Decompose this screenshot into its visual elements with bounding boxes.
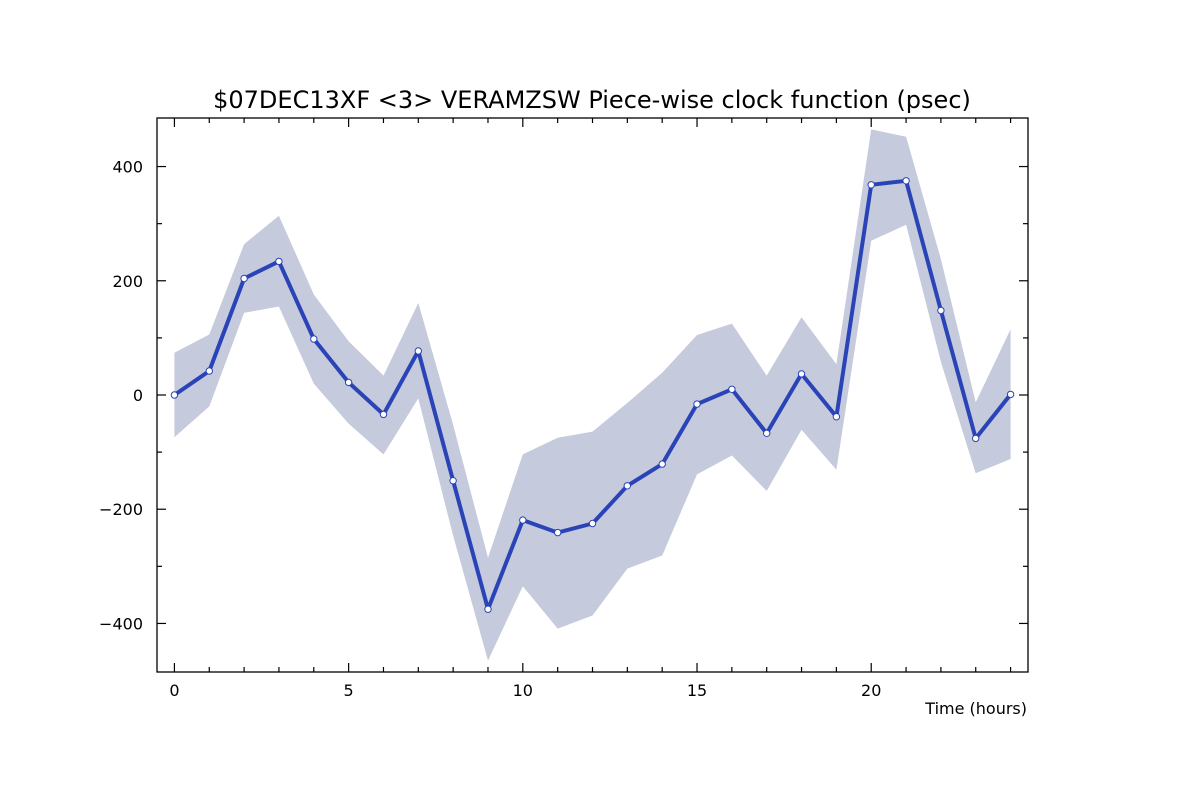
x-axis-label: Time (hours)	[924, 699, 1027, 718]
uncertainty-band	[174, 129, 1011, 661]
y-tick-label: −400	[99, 614, 143, 633]
data-point	[449, 477, 457, 485]
data-point	[728, 385, 736, 393]
uncertainty-band-layer	[174, 129, 1011, 661]
x-tick-label: 20	[861, 681, 881, 700]
data-point-layer	[170, 177, 1015, 613]
y-tick-label: 400	[112, 158, 143, 177]
y-tick-labels: −400 −200 0 200 400	[99, 158, 143, 634]
data-point	[623, 482, 631, 490]
data-point	[240, 274, 248, 283]
y-tick-label: −200	[99, 500, 143, 519]
data-point	[797, 370, 806, 378]
data-point	[972, 434, 980, 443]
data-point	[867, 181, 875, 189]
data-point	[205, 367, 214, 375]
data-point	[693, 400, 701, 408]
x-tick-labels: 0 5 10 15 20	[169, 681, 881, 700]
data-point	[414, 347, 422, 355]
x-tick-label: 15	[687, 681, 707, 700]
chart-title: $07DEC13XF <3> VERAMZSW Piece-wise clock…	[213, 86, 971, 114]
data-point	[658, 460, 666, 468]
data-point	[310, 335, 318, 343]
data-point	[1006, 390, 1015, 399]
data-point	[344, 378, 353, 387]
data-point	[937, 306, 945, 315]
data-point	[484, 605, 492, 613]
data-point	[170, 391, 179, 399]
x-tick-label: 0	[169, 681, 179, 700]
data-point	[554, 528, 562, 537]
x-tick-label: 10	[513, 681, 533, 700]
y-tick-label: 0	[133, 386, 143, 405]
data-point	[832, 413, 841, 421]
x-tick-label: 5	[344, 681, 354, 700]
data-point	[763, 429, 771, 437]
data-point	[588, 519, 597, 528]
data-point	[902, 177, 910, 185]
axis-ticks	[157, 118, 1028, 672]
data-point	[275, 257, 283, 266]
y-tick-label: 200	[112, 272, 143, 291]
data-point	[519, 516, 527, 524]
data-point	[379, 410, 388, 419]
